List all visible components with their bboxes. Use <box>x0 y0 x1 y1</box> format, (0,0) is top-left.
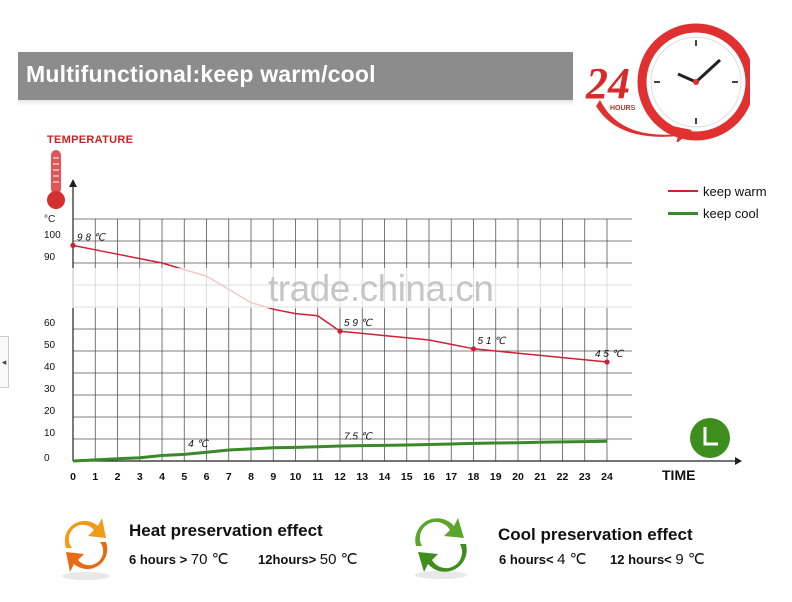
legend-item-warm: keep warm <box>668 180 767 202</box>
x-tick-label: 13 <box>356 471 368 483</box>
side-collapse-tab[interactable]: ◂ <box>0 336 9 388</box>
data-point-marker <box>337 328 343 334</box>
cool-6h-value: 4 ℃ <box>557 551 587 568</box>
x-tick-label: 21 <box>534 471 546 483</box>
y-tick-label: 50 <box>44 340 56 351</box>
x-tick-label: 7 <box>226 471 232 483</box>
page-title: Multifunctional:keep warm/cool <box>26 61 376 87</box>
data-label: 9 8 ℃ <box>77 232 107 243</box>
data-point-marker <box>470 346 477 352</box>
y-tick-label: 0 <box>44 453 50 464</box>
heat-12h-label: 12hours> <box>258 552 317 567</box>
legend-item-cool: keep cool <box>668 202 767 224</box>
thermometer-icon <box>47 150 65 209</box>
x-tick-label: 6 <box>204 471 210 483</box>
y-tick-label: 20 <box>44 406 56 417</box>
x-tick-label: 8 <box>248 471 254 483</box>
y-tick-label: 10 <box>44 428 56 439</box>
x-tick-label: 22 <box>557 471 569 483</box>
watermark: trade.china.cn <box>268 268 494 309</box>
x-tick-label: 4 <box>159 471 165 483</box>
data-label: 5 1 ℃ <box>478 336 508 347</box>
y-tick-label: 60 <box>44 318 56 329</box>
cool-12h-value: 9 ℃ <box>675 551 705 568</box>
y-axis-unit: °C <box>44 214 56 225</box>
data-label: 4 5 ℃ <box>595 349 625 360</box>
legend-label-cool: keep cool <box>703 205 759 221</box>
y-tick-label: 40 <box>44 362 56 373</box>
y-tick-label: 90 <box>44 252 56 263</box>
heat-cycle-icon <box>62 518 110 580</box>
x-tick-label: 17 <box>445 471 457 483</box>
x-tick-label: 24 <box>601 471 613 483</box>
y-tick-label: 100 <box>44 230 61 241</box>
x-tick-label: 1 <box>92 471 98 483</box>
series-line-keep-cool <box>72 439 608 463</box>
legend-label-warm: keep warm <box>703 183 767 199</box>
x-tick-label: 18 <box>468 471 480 483</box>
heat-12h-value: 50 ℃ <box>319 551 358 568</box>
cool-6h-label: 6 hours< <box>499 552 554 567</box>
x-tick-label: 10 <box>290 471 302 483</box>
data-point-marker <box>70 242 76 248</box>
data-point-marker <box>604 359 610 365</box>
badge-number: 24 <box>585 59 630 108</box>
x-tick-label: 0 <box>70 471 76 483</box>
x-tick-label: 14 <box>379 471 391 483</box>
heat-effect-12h: 12hours> 50 ℃ <box>258 550 358 568</box>
x-tick-label: 3 <box>137 471 143 483</box>
cool-effect-title: Cool preservation effect <box>498 525 693 544</box>
watermark-band <box>40 268 640 308</box>
x-tick-label: 23 <box>579 471 591 483</box>
cool-cycle-icon <box>415 518 467 579</box>
x-axis-label: TIME <box>662 467 696 483</box>
data-label: 7.5 ℃ <box>344 432 374 443</box>
cool-effect-6h: 6 hours< 4 ℃ <box>499 550 587 568</box>
x-tick-label: 16 <box>423 471 435 483</box>
legend: keep warm keep cool <box>668 180 767 224</box>
data-label: 4 ℃ <box>188 439 209 450</box>
badge-sub: HOURS <box>610 105 636 112</box>
chart-title: TEMPERATURE <box>47 134 134 146</box>
data-label: 5 9 ℃ <box>344 318 374 329</box>
legend-swatch-cool <box>668 211 698 215</box>
x-tick-label: 15 <box>401 471 413 483</box>
heat-6h-value: 70 ℃ <box>190 551 229 568</box>
x-axis-arrow <box>735 457 742 465</box>
title-banner: Multifunctional:keep warm/cool <box>18 52 573 100</box>
x-tick-label: 12 <box>334 471 346 483</box>
cool-effect-12h: 12 hours< 9 ℃ <box>610 550 705 568</box>
heat-effect-title: Heat preservation effect <box>129 521 323 540</box>
x-tick-label: 9 <box>270 471 276 483</box>
clock-icon <box>690 418 730 458</box>
legend-swatch-warm <box>668 190 698 192</box>
heat-effect-6h: 6 hours > 70 ℃ <box>129 550 229 568</box>
cool-12h-label: 12 hours< <box>610 552 672 567</box>
y-axis-arrow <box>69 179 77 187</box>
x-tick-label: 20 <box>512 471 524 483</box>
x-tick-label: 19 <box>490 471 502 483</box>
x-tick-label: 2 <box>115 471 121 483</box>
x-tick-label: 11 <box>312 471 323 483</box>
24-hours-badge-icon: 24 HOURS <box>585 23 750 142</box>
x-tick-label: 5 <box>181 471 187 483</box>
banner-shadow <box>18 100 573 106</box>
heat-6h-label: 6 hours > <box>129 552 188 567</box>
y-tick-label: 30 <box>44 384 56 395</box>
